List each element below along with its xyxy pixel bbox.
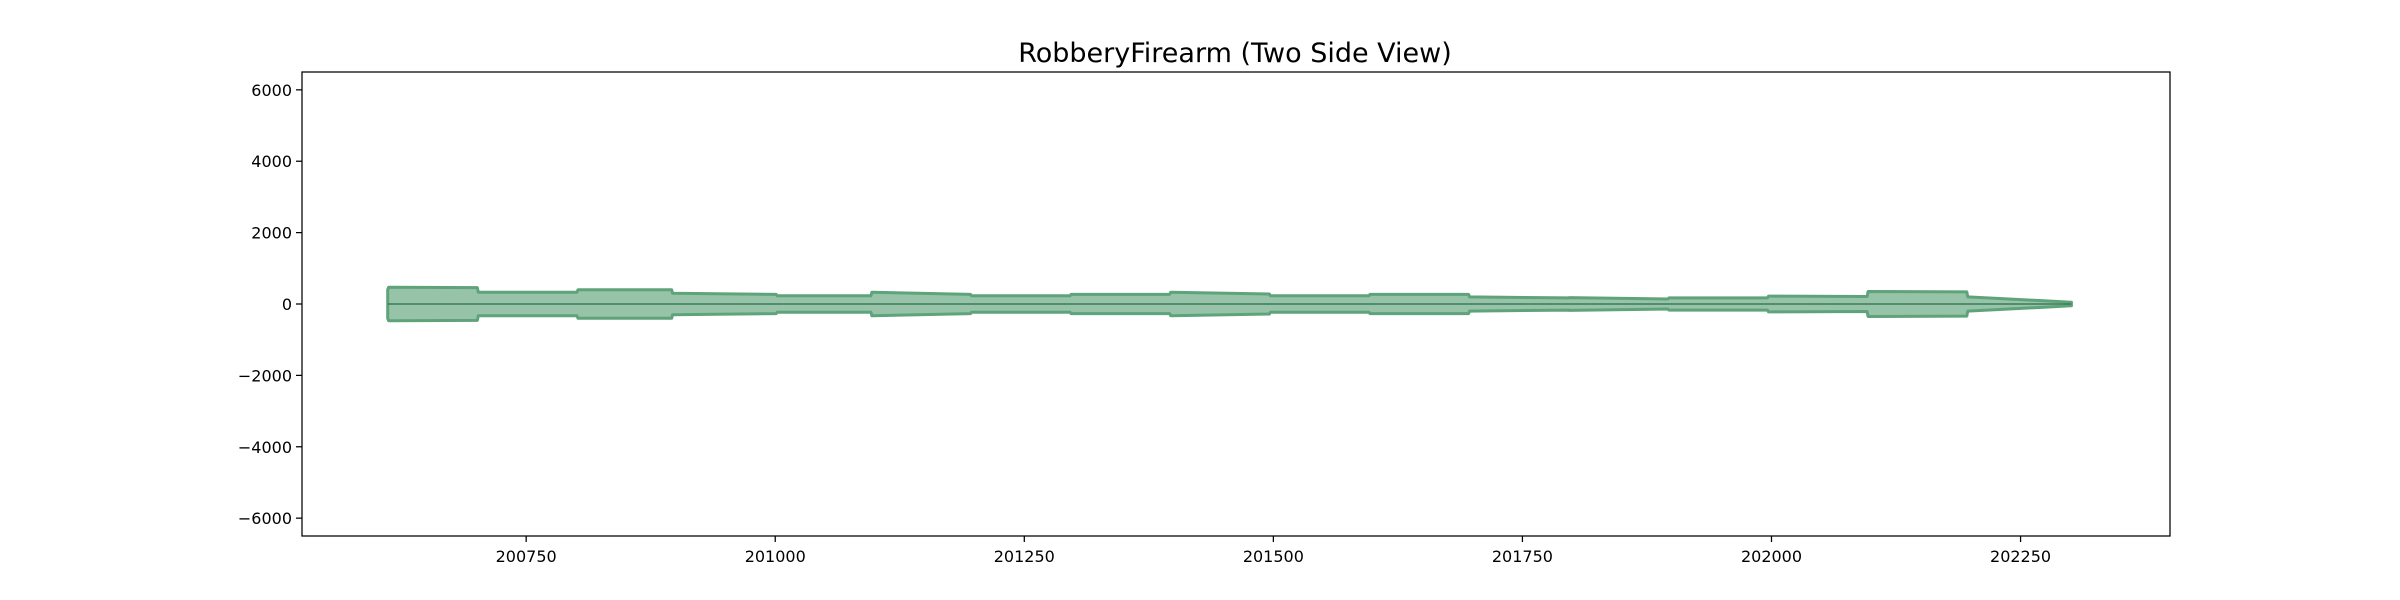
- y-tick-label: 0: [282, 295, 292, 314]
- chart-title: RobberyFirearm (Two Side View): [1018, 38, 1452, 69]
- y-axis: 6000 4000 2000 0 −2000 −4000 −6000: [238, 81, 302, 528]
- x-tick-label: 201500: [1243, 547, 1304, 566]
- x-tick-label: 200750: [496, 547, 557, 566]
- y-tick-label: 6000: [251, 81, 292, 100]
- x-tick-label: 202250: [1990, 547, 2051, 566]
- y-tick-label: −4000: [238, 438, 292, 457]
- y-tick-label: −2000: [238, 366, 292, 385]
- x-tick-label: 201000: [745, 547, 806, 566]
- y-tick-label: −6000: [238, 509, 292, 528]
- y-tick-label: 4000: [251, 152, 292, 171]
- x-tick-label: 201750: [1492, 547, 1553, 566]
- x-tick-label: 201250: [994, 547, 1055, 566]
- plot-area: [386, 285, 2073, 323]
- plot-frame: [301, 71, 2171, 537]
- x-axis: 200750 201000 201250 201500 201750 202000 2022…: [496, 536, 2051, 566]
- x-tick-label: 202000: [1741, 547, 1802, 566]
- y-tick-label: 2000: [251, 224, 292, 243]
